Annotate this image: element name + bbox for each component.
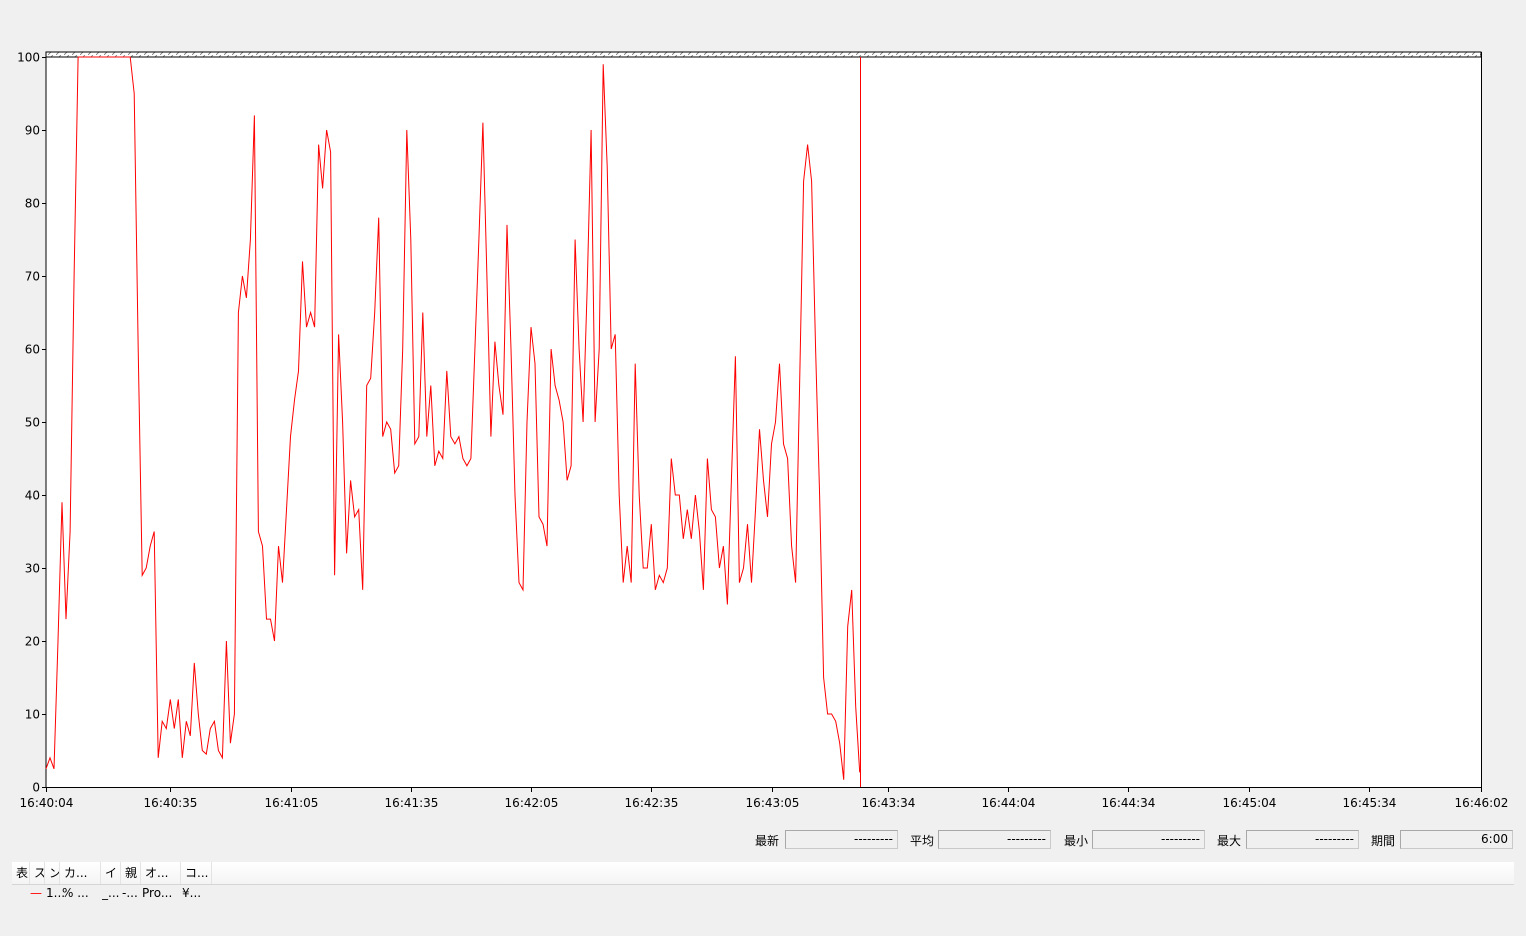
series-line (45, 56, 861, 780)
stat-maximum-label: 最大 (1217, 834, 1242, 848)
row-counter: % ... (62, 886, 89, 900)
y-tick-label: 30 (25, 562, 40, 576)
row-show-checkbox[interactable] (14, 885, 28, 901)
y-axis: 0 10 20 30 40 50 60 70 80 90 100 (17, 51, 46, 795)
column-header-parent[interactable]: 親 (121, 862, 141, 884)
column-header-instance[interactable]: イ (101, 862, 121, 884)
counter-legend-table: 表 ス ン カ... イ 親 オ... コ... — 1... % ... _.… (12, 862, 1514, 902)
row-parent: -... (122, 886, 138, 900)
column-header-object[interactable]: オ... (141, 862, 181, 884)
x-tick-label: 16:46:02 (1455, 796, 1509, 810)
y-tick-label: 0 (32, 781, 40, 795)
overflow-hatch-band (45, 51, 1482, 58)
y-tick-label: 50 (25, 416, 40, 430)
y-tick-label: 80 (25, 197, 40, 211)
column-header-empty (212, 862, 1514, 884)
y-tick-label: 60 (25, 343, 40, 357)
column-header-show[interactable]: 表 (12, 862, 30, 884)
x-tick-label: 16:42:05 (505, 796, 559, 810)
column-header-scale[interactable]: ス (30, 862, 45, 884)
stat-duration-label: 期間 (1371, 834, 1396, 848)
column-header-counter[interactable]: カ... (60, 862, 101, 884)
x-tick-label: 16:41:35 (385, 796, 439, 810)
y-tick-label: 10 (25, 708, 40, 722)
stat-average-label: 平均 (910, 834, 935, 848)
x-tick-label: 16:45:34 (1343, 796, 1397, 810)
row-instance: _... (102, 886, 120, 900)
x-tick-label: 16:43:34 (862, 796, 916, 810)
stat-average-value: --------- (938, 830, 1051, 849)
y-tick-label: 70 (25, 270, 40, 284)
row-scale: 1... (46, 886, 64, 900)
row-line-color: — (30, 886, 42, 900)
column-header-line[interactable]: ン (45, 862, 60, 884)
row-computer: ¥... (182, 886, 202, 900)
row-object: Pro... (142, 886, 173, 900)
x-tick-label: 16:45:04 (1223, 796, 1277, 810)
column-header-computer[interactable]: コ... (181, 862, 212, 884)
stat-minimum-label: 最小 (1064, 834, 1089, 848)
stat-minimum-value: --------- (1092, 830, 1205, 849)
stat-maximum-value: --------- (1246, 830, 1359, 849)
x-axis: 16:40:04 16:40:35 16:41:05 16:41:35 16:42:05… (20, 787, 1509, 810)
header-divider (12, 884, 1514, 885)
x-tick-label: 16:42:35 (625, 796, 679, 810)
y-tick-label: 20 (25, 635, 40, 649)
x-tick-label: 16:44:34 (1102, 796, 1156, 810)
stat-last-label: 最新 (755, 834, 780, 848)
stat-duration-value: 6:00 (1400, 830, 1513, 849)
stat-last-value: --------- (785, 830, 898, 849)
x-tick-label: 16:40:04 (20, 796, 74, 810)
x-tick-label: 16:40:35 (144, 796, 198, 810)
x-tick-label: 16:44:04 (982, 796, 1036, 810)
x-tick-label: 16:43:05 (746, 796, 800, 810)
y-tick-label: 100 (17, 51, 40, 65)
y-tick-label: 90 (25, 124, 40, 138)
y-tick-label: 40 (25, 489, 40, 503)
x-tick-label: 16:41:05 (265, 796, 319, 810)
plot-area[interactable] (46, 57, 1481, 787)
